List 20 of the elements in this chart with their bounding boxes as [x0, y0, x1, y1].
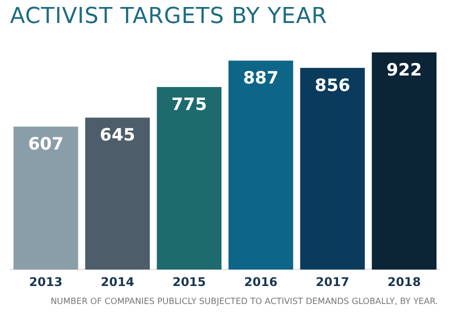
data-label: 922: [386, 60, 422, 80]
text: NUMBER OF COMPANIES PUBLICLY SUBJECTED TO ACTIVIST DEMANDS GLOBALLY, BY YEAR.: [50, 296, 438, 308]
x-tick-label: 2016: [244, 274, 278, 289]
data-label: 856: [314, 76, 350, 96]
chart-title: ACTIVIST TARGETS BY YEAR: [10, 4, 328, 29]
data-label: 645: [100, 126, 136, 146]
bar: [14, 126, 78, 270]
x-tick-label: 2014: [100, 274, 134, 289]
bar: [85, 118, 150, 270]
bar: [300, 68, 365, 270]
x-tick-label: 2017: [316, 274, 350, 289]
data-label: 887: [243, 68, 279, 89]
bar: [156, 87, 222, 270]
bar: [372, 52, 436, 270]
data-label: 775: [171, 94, 207, 115]
bar: [228, 60, 294, 270]
x-tick-label: 2013: [29, 274, 63, 289]
x-tick-label: 2015: [172, 274, 206, 289]
data-label: 607: [28, 134, 64, 155]
x-tick-label: 2018: [387, 274, 421, 289]
